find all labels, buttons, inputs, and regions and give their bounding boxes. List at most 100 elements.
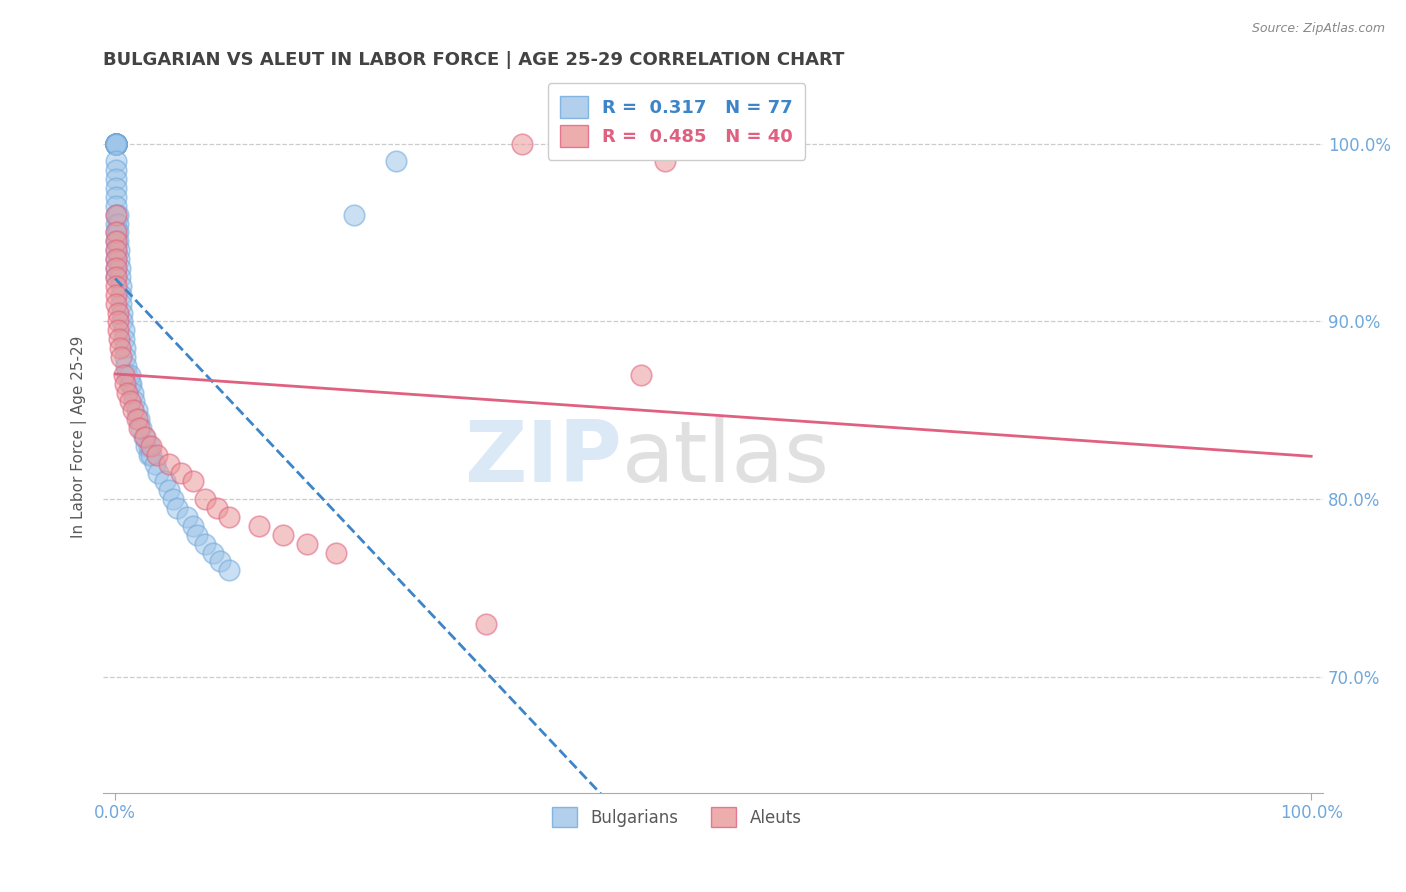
Point bbox=[107, 314, 129, 328]
Point bbox=[105, 136, 128, 151]
Point bbox=[654, 154, 676, 169]
Point bbox=[105, 136, 128, 151]
Point bbox=[205, 501, 228, 516]
Text: ZIP: ZIP bbox=[464, 417, 621, 500]
Point bbox=[114, 376, 136, 391]
Point bbox=[105, 217, 128, 231]
Point bbox=[105, 244, 128, 258]
Point bbox=[105, 244, 128, 258]
Point bbox=[385, 154, 408, 169]
Point bbox=[105, 278, 128, 293]
Point bbox=[105, 261, 128, 276]
Point bbox=[343, 208, 366, 222]
Point bbox=[107, 217, 129, 231]
Point bbox=[194, 537, 217, 551]
Point bbox=[118, 376, 141, 391]
Point bbox=[105, 172, 128, 186]
Point bbox=[105, 208, 128, 222]
Point bbox=[125, 412, 148, 426]
Point bbox=[105, 136, 128, 151]
Point bbox=[105, 269, 128, 284]
Point bbox=[110, 296, 132, 310]
Point bbox=[295, 537, 318, 551]
Point bbox=[139, 439, 162, 453]
Point bbox=[110, 350, 132, 364]
Point bbox=[115, 385, 138, 400]
Legend: Bulgarians, Aleuts: Bulgarians, Aleuts bbox=[546, 800, 808, 834]
Point bbox=[114, 341, 136, 355]
Point bbox=[107, 235, 129, 249]
Text: Source: ZipAtlas.com: Source: ZipAtlas.com bbox=[1251, 22, 1385, 36]
Point bbox=[176, 510, 198, 524]
Point bbox=[107, 252, 129, 267]
Point bbox=[181, 519, 204, 533]
Point bbox=[209, 554, 232, 568]
Point bbox=[218, 510, 240, 524]
Point bbox=[202, 545, 225, 559]
Point bbox=[105, 136, 128, 151]
Point bbox=[112, 323, 135, 337]
Point bbox=[218, 563, 240, 577]
Point bbox=[105, 261, 128, 276]
Point bbox=[510, 136, 533, 151]
Point bbox=[118, 394, 141, 409]
Point bbox=[157, 483, 180, 498]
Point bbox=[105, 136, 128, 151]
Point bbox=[108, 269, 131, 284]
Y-axis label: In Labor Force | Age 25-29: In Labor Force | Age 25-29 bbox=[72, 335, 87, 538]
Point bbox=[107, 323, 129, 337]
Point bbox=[105, 208, 128, 222]
Point bbox=[134, 430, 156, 444]
Point bbox=[105, 226, 128, 240]
Point bbox=[128, 421, 150, 435]
Point bbox=[108, 341, 131, 355]
Point bbox=[170, 466, 193, 480]
Point bbox=[107, 332, 129, 346]
Point bbox=[105, 136, 128, 151]
Point bbox=[115, 368, 138, 382]
Point bbox=[111, 314, 134, 328]
Point bbox=[107, 226, 129, 240]
Point bbox=[181, 475, 204, 489]
Point bbox=[105, 154, 128, 169]
Point bbox=[120, 376, 142, 391]
Point bbox=[122, 385, 145, 400]
Point bbox=[194, 492, 217, 507]
Point bbox=[131, 421, 153, 435]
Text: atlas: atlas bbox=[621, 417, 830, 500]
Point bbox=[138, 448, 160, 462]
Point bbox=[110, 287, 132, 301]
Point bbox=[107, 208, 129, 222]
Point bbox=[105, 136, 128, 151]
Point bbox=[271, 528, 294, 542]
Point bbox=[122, 403, 145, 417]
Point bbox=[475, 616, 498, 631]
Point bbox=[125, 403, 148, 417]
Point bbox=[105, 235, 128, 249]
Point bbox=[148, 466, 170, 480]
Point bbox=[110, 278, 132, 293]
Point bbox=[105, 136, 128, 151]
Point bbox=[325, 545, 347, 559]
Point bbox=[105, 136, 128, 151]
Point bbox=[157, 457, 180, 471]
Point bbox=[139, 448, 162, 462]
Point bbox=[105, 252, 128, 267]
Point bbox=[630, 368, 652, 382]
Point bbox=[143, 457, 166, 471]
Point bbox=[105, 252, 128, 267]
Point bbox=[105, 226, 128, 240]
Point bbox=[105, 235, 128, 249]
Point bbox=[115, 359, 138, 373]
Point bbox=[135, 439, 157, 453]
Point bbox=[166, 501, 188, 516]
Point bbox=[105, 136, 128, 151]
Point bbox=[105, 190, 128, 204]
Point bbox=[105, 136, 128, 151]
Point bbox=[146, 448, 169, 462]
Point bbox=[112, 368, 135, 382]
Point bbox=[108, 261, 131, 276]
Point bbox=[114, 350, 136, 364]
Point bbox=[107, 244, 129, 258]
Point bbox=[105, 136, 128, 151]
